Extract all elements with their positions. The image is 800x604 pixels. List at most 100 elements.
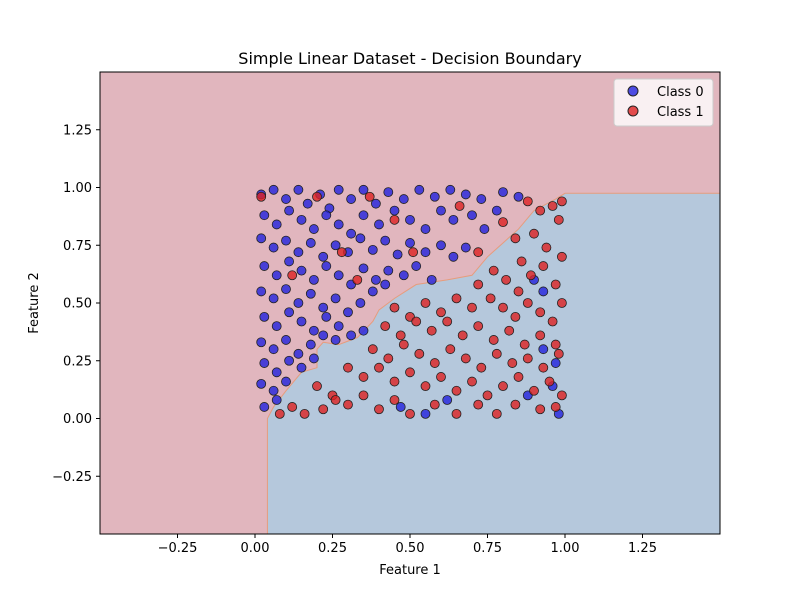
class-1-point bbox=[535, 404, 546, 415]
class-0-point bbox=[296, 316, 307, 327]
class-1-point bbox=[364, 191, 375, 202]
class-1-point bbox=[358, 390, 369, 401]
y-axis: −0.25 0.00 0.25 0.50 0.75 1.00 1.25 bbox=[52, 123, 100, 485]
class-0-point bbox=[268, 293, 279, 304]
class-0-point bbox=[259, 311, 270, 322]
class-0-point bbox=[256, 337, 267, 348]
class-1-point bbox=[383, 353, 394, 364]
class-0-point bbox=[355, 233, 366, 244]
class-1-point bbox=[429, 358, 440, 368]
class-0-point bbox=[374, 219, 384, 230]
class-0-point bbox=[268, 184, 279, 195]
class-0-point bbox=[268, 344, 279, 355]
y-tick-label: −0.25 bbox=[52, 470, 92, 485]
x-tick-label: −0.25 bbox=[158, 541, 198, 556]
class-0-point bbox=[346, 330, 357, 341]
x-axis-label: Feature 1 bbox=[379, 563, 441, 578]
legend-box bbox=[613, 78, 714, 127]
class-1-point bbox=[473, 399, 484, 410]
class-0-point bbox=[271, 270, 282, 281]
class-0-point bbox=[308, 353, 319, 364]
class-0-point bbox=[445, 184, 456, 195]
y-tick-label: 1.00 bbox=[63, 181, 92, 196]
x-tick-label: 0.75 bbox=[473, 541, 502, 556]
class-0-point bbox=[296, 265, 307, 276]
class-0-point bbox=[271, 321, 282, 332]
legend-marker-class-0 bbox=[627, 85, 639, 97]
class-0-point bbox=[318, 302, 329, 313]
class-0-point bbox=[358, 263, 369, 274]
class-1-point bbox=[488, 335, 499, 345]
class-0-point bbox=[330, 335, 341, 345]
class-1-point bbox=[498, 381, 508, 392]
class-0-point bbox=[305, 288, 316, 299]
class-1-point bbox=[420, 298, 431, 308]
class-1-point bbox=[557, 390, 567, 401]
class-1-point bbox=[535, 330, 546, 341]
class-0-point bbox=[358, 325, 369, 336]
class-0-point bbox=[271, 219, 282, 230]
class-0-point bbox=[550, 358, 561, 368]
class-0-point bbox=[281, 235, 291, 246]
class-1-point bbox=[429, 399, 440, 410]
class-0-point bbox=[318, 330, 329, 341]
class-0-point bbox=[467, 210, 477, 221]
class-1-point bbox=[467, 302, 477, 313]
x-tick-label: 1.00 bbox=[551, 541, 580, 556]
class-0-point bbox=[321, 210, 332, 221]
class-0-point bbox=[370, 274, 381, 285]
class-0-point bbox=[405, 238, 415, 248]
class-0-point bbox=[271, 395, 282, 405]
class-1-point bbox=[498, 302, 508, 313]
class-0-point bbox=[346, 194, 357, 204]
class-0-point bbox=[333, 219, 344, 230]
class-0-point bbox=[343, 307, 353, 318]
class-1-point bbox=[491, 348, 502, 359]
x-tick-label: 0.50 bbox=[396, 541, 425, 556]
class-1-point bbox=[541, 242, 552, 253]
class-1-point bbox=[389, 214, 400, 225]
x-tick-label: 1.25 bbox=[628, 541, 657, 556]
class-1-point bbox=[299, 408, 310, 419]
class-1-point bbox=[451, 293, 462, 304]
legend-label-class-1: Class 1 bbox=[657, 105, 704, 120]
class-1-point bbox=[550, 402, 561, 412]
class-0-point bbox=[448, 214, 459, 225]
class-1-point bbox=[436, 372, 446, 382]
class-0-point bbox=[383, 187, 394, 198]
class-0-point bbox=[491, 205, 502, 216]
class-1-point bbox=[557, 298, 567, 308]
class-1-point bbox=[488, 265, 499, 276]
class-1-point bbox=[312, 381, 322, 392]
class-1-point bbox=[550, 339, 561, 350]
class-1-point bbox=[352, 274, 363, 285]
class-1-point bbox=[550, 279, 561, 290]
class-1-point bbox=[408, 247, 419, 258]
class-1-point bbox=[374, 404, 384, 415]
decision-regions bbox=[100, 72, 720, 534]
class-0-point bbox=[398, 194, 409, 204]
class-0-point bbox=[380, 235, 391, 246]
class-1-point bbox=[522, 196, 533, 207]
class-1-point bbox=[510, 311, 521, 322]
class-1-point bbox=[547, 316, 558, 327]
class-1-point bbox=[336, 247, 347, 258]
class-0-point bbox=[476, 194, 487, 204]
class-0-point bbox=[321, 311, 332, 322]
class-1-point bbox=[451, 385, 462, 396]
class-0-point bbox=[259, 402, 270, 412]
class-0-point bbox=[281, 335, 291, 345]
y-tick-label: 0.00 bbox=[63, 412, 92, 427]
class-1-point bbox=[473, 279, 484, 290]
class-1-point bbox=[420, 381, 431, 392]
class-0-point bbox=[302, 198, 313, 209]
class-1-point bbox=[405, 408, 415, 419]
class-0-point bbox=[259, 261, 270, 271]
class-1-point bbox=[485, 293, 496, 304]
legend-label-class-0: Class 0 bbox=[657, 85, 704, 100]
class-1-point bbox=[557, 251, 567, 262]
class-1-point bbox=[274, 408, 285, 419]
class-1-point bbox=[426, 325, 437, 336]
class-0-point bbox=[346, 228, 357, 239]
